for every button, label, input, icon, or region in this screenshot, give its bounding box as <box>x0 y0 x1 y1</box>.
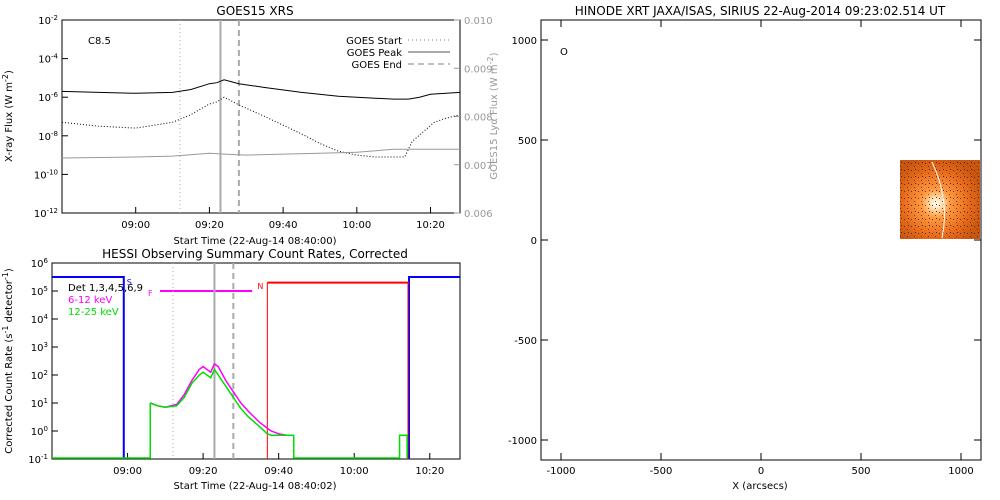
goes-y-tick-label: 10-6 <box>38 91 58 104</box>
goes-y-tick-label: 10-12 <box>34 207 58 220</box>
goes-y2-tick-label: 0.010 <box>464 16 493 27</box>
hessi-event-markers <box>172 263 235 459</box>
goes-series-line-1 <box>61 96 461 158</box>
xrt-y-tick-label: -500 <box>514 336 537 347</box>
hessi-y-tick-label: 10-1 <box>28 453 48 466</box>
goes-event-markers <box>179 20 240 213</box>
goes-series-line-2 <box>61 148 460 159</box>
hessi-legend-label: 12-25 keV <box>68 307 119 318</box>
hessi-y-label: Corrected Count Rate (s-1 detector-1) <box>1 268 15 454</box>
hessi-x-tick-label: 10:00 <box>340 466 369 477</box>
goes-y-axis: 10-2 10-4 10-6 10-8 10-10 10-12 <box>34 14 68 220</box>
goes-x-tick-label: 09:00 <box>121 220 150 231</box>
xrt-y-tick-label: 1000 <box>512 36 537 47</box>
goes-y2-axis: 0.006 0.007 0.008 0.009 0.010 <box>454 16 493 220</box>
goes-y-tick-label: 10-4 <box>38 53 58 66</box>
xrt-x-tick-label: 500 <box>851 466 870 477</box>
goes-title: GOES15 XRS <box>216 4 293 18</box>
xrt-image-patch <box>900 160 980 239</box>
xrt-image-noise <box>900 160 980 239</box>
hessi-baseline-left <box>52 403 151 459</box>
hessi-y-tick-label: 103 <box>31 341 48 354</box>
goes-y-tick-label: 10-2 <box>38 14 58 27</box>
xrt-x-tick-label: -1000 <box>546 466 575 477</box>
xrt-y-tick-label: 500 <box>518 136 537 147</box>
hessi-x-tick-label: 09:20 <box>189 466 218 477</box>
hessi-flags: S F N <box>127 278 264 298</box>
hessi-x-tick-label: 09:40 <box>264 466 293 477</box>
xrt-y-tick-label: 0 <box>531 236 537 247</box>
hessi-series-line-0 <box>149 362 294 436</box>
xrt-title: HINODE XRT JAXA/ISAS, SIRIUS 22-Aug-2014… <box>575 4 946 18</box>
hessi-legend-label: 6-12 keV <box>68 295 112 306</box>
hessi-panel: HESSI Observing Summary Count Rates, Cor… <box>1 247 461 492</box>
hessi-y-tick-label: 105 <box>31 285 48 298</box>
goes-y2-tick-label: 0.008 <box>464 113 493 124</box>
hessi-flag-F: F <box>148 289 153 298</box>
goes-y-tick-label: 10-10 <box>34 168 58 181</box>
hessi-legend-label: Det 1,3,4,5,6,9 <box>68 283 143 294</box>
hessi-title: HESSI Observing Summary Count Rates, Cor… <box>102 247 408 261</box>
xrt-y-tick-label: -1000 <box>508 436 537 447</box>
hessi-plot-frame <box>51 262 461 460</box>
goes-series <box>61 79 461 159</box>
goes-y-tick-label: 10-8 <box>38 130 58 143</box>
goes-x-tick-label: 09:40 <box>269 220 298 231</box>
goes-series-line-0 <box>61 79 461 100</box>
hessi-y-tick-label: 102 <box>31 369 48 382</box>
goes-x-tick-label: 10:00 <box>342 220 371 231</box>
hessi-flag-S: S <box>127 278 132 287</box>
goes-y2-tick-label: 0.007 <box>464 161 493 172</box>
xrt-x-tick-label: -500 <box>650 466 673 477</box>
hessi-y-tick-label: 104 <box>31 313 49 326</box>
hessi-state-bars <box>52 276 460 459</box>
goes-x-tick-label: 10:20 <box>416 220 445 231</box>
xrt-marker: O <box>560 47 568 58</box>
goes-annotation: C8.5 <box>88 36 111 47</box>
goes-panel: GOES15 XRS C8.5 10-210-410-610-810-1010-… <box>1 4 500 247</box>
hessi-flag-N: N <box>257 282 263 291</box>
goes-y2-tick-label: 0.009 <box>464 64 493 75</box>
hessi-x-axis: 09:00 09:20 09:40 10:00 10:20 <box>113 453 444 477</box>
hessi-x-tick-label: 10:20 <box>415 466 444 477</box>
goes-legend-label: GOES Peak <box>347 48 402 59</box>
hessi-saa-end-bar <box>408 276 460 459</box>
hessi-series-line-1 <box>149 367 294 436</box>
hessi-series <box>149 362 294 436</box>
hessi-y-axis: 106 105 104 103 102 101 100 10-1 <box>28 257 58 466</box>
xrt-x-tick-label: 1000 <box>948 466 973 477</box>
hessi-x-label: Start Time (22-Aug-14 08:40:02) <box>173 481 336 492</box>
xrt-limb-arc <box>931 161 945 239</box>
hessi-y-tick-label: 106 <box>31 257 49 270</box>
hessi-y-tick-label: 100 <box>31 425 48 438</box>
hessi-x-tick-label: 09:00 <box>113 466 142 477</box>
xrt-plot-frame <box>540 19 982 461</box>
goes-y2-tick-label: 0.006 <box>464 209 493 220</box>
xrt-panel: HINODE XRT JAXA/ISAS, SIRIUS 22-Aug-2014… <box>508 4 982 492</box>
xrt-axes: -1000 -500 0 500 1000 1000 500 0 -500 -1000 <box>508 20 981 477</box>
goes-legend-label: GOES End <box>352 60 402 71</box>
hessi-baseline-right <box>293 434 408 459</box>
goes-x-axis: 09:00 09:20 09:40 10:00 10:20 <box>121 207 445 231</box>
xrt-x-label: X (arcsecs) <box>732 481 788 492</box>
goes-y2-label: GOES15 Lyα Flux (W m-2) <box>486 52 500 179</box>
hessi-y-tick-label: 101 <box>31 397 48 410</box>
xrt-x-tick-label: 0 <box>758 466 764 477</box>
goes-legend-label: GOES Start <box>346 36 402 47</box>
goes-x-label: Start Time (22-Aug-14 08:40:00) <box>173 236 336 247</box>
goes-x-tick-label: 09:20 <box>195 220 224 231</box>
goes-y-label: X-ray Flux (W m-2) <box>1 70 15 162</box>
